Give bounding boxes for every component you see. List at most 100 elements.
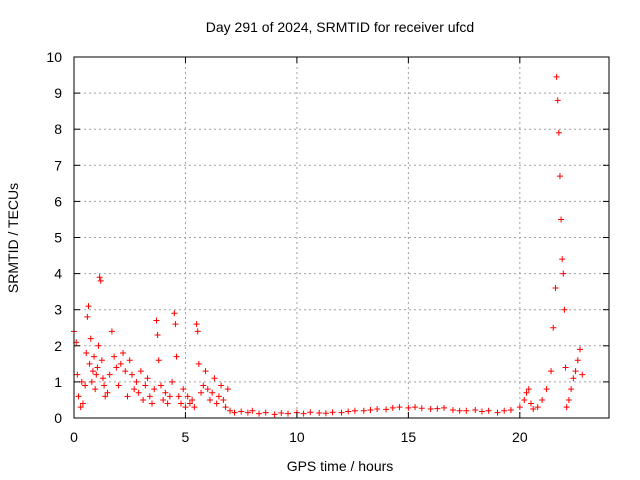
- data-point: [396, 404, 403, 411]
- data-point: [184, 393, 191, 400]
- data-point: [206, 396, 213, 403]
- data-point: [120, 350, 127, 357]
- data-point: [162, 389, 169, 396]
- data-point: [89, 368, 96, 375]
- data-point: [550, 324, 557, 331]
- data-point: [154, 331, 161, 338]
- data-point: [231, 409, 238, 416]
- y-tick-label: 2: [54, 338, 62, 354]
- y-tick-label: 9: [54, 85, 62, 101]
- data-point: [412, 404, 419, 411]
- data-point: [534, 404, 541, 411]
- data-point: [173, 353, 180, 360]
- data-point: [418, 405, 425, 412]
- data-point: [316, 409, 323, 416]
- data-point: [86, 360, 93, 367]
- data-point: [122, 368, 129, 375]
- data-point: [146, 393, 153, 400]
- x-tick-label: 20: [512, 429, 528, 445]
- y-tick-label: 6: [54, 193, 62, 209]
- data-point: [579, 371, 586, 378]
- data-point: [200, 382, 207, 389]
- data-point: [180, 386, 187, 393]
- data-point: [307, 409, 314, 416]
- data-point: [93, 371, 100, 378]
- data-point: [126, 357, 133, 364]
- data-point: [153, 317, 160, 324]
- data-point: [300, 410, 307, 417]
- y-tick-label: 8: [54, 121, 62, 137]
- x-tick-label: 10: [289, 429, 305, 445]
- data-point: [99, 375, 106, 382]
- data-point: [111, 353, 118, 360]
- data-point: [563, 404, 570, 411]
- data-point: [374, 405, 381, 412]
- data-point: [565, 396, 572, 403]
- data-point: [367, 407, 374, 414]
- chart-title: Day 291 of 2024, SRMTID for receiver ufc…: [206, 19, 474, 35]
- y-tick-label: 10: [46, 49, 62, 65]
- y-tick-label: 5: [54, 230, 62, 246]
- data-point: [128, 371, 135, 378]
- data-point: [507, 407, 514, 414]
- data-point: [351, 407, 358, 414]
- data-point: [558, 216, 565, 223]
- data-point: [83, 350, 90, 357]
- data-point: [104, 389, 111, 396]
- data-point: [552, 285, 559, 292]
- data-point: [285, 410, 291, 417]
- data-point: [84, 313, 91, 320]
- y-axis-title: SRMTID / TECUs: [5, 183, 21, 293]
- data-point: [194, 328, 201, 335]
- data-point: [97, 277, 104, 284]
- data-point: [539, 396, 546, 403]
- data-point: [160, 396, 167, 403]
- data-point: [559, 256, 566, 263]
- data-points: [71, 73, 586, 418]
- data-point: [456, 407, 463, 414]
- data-point: [218, 382, 225, 389]
- data-point: [478, 408, 485, 415]
- data-point: [151, 386, 158, 393]
- data-point: [227, 407, 234, 414]
- data-point: [562, 364, 569, 371]
- data-point: [131, 386, 138, 393]
- data-point: [189, 396, 196, 403]
- data-point: [79, 400, 86, 407]
- data-point: [209, 389, 216, 396]
- data-point: [555, 129, 562, 136]
- data-point: [224, 386, 231, 393]
- x-axis-title: GPS time / hours: [287, 458, 394, 474]
- data-point: [113, 364, 120, 371]
- data-point: [142, 382, 149, 389]
- data-point: [169, 378, 176, 385]
- data-point: [543, 386, 550, 393]
- data-point: [82, 382, 89, 389]
- data-point: [570, 375, 577, 382]
- data-point: [94, 364, 101, 371]
- data-point: [117, 360, 124, 367]
- data-point: [523, 389, 530, 396]
- data-point: [485, 407, 492, 414]
- data-point: [345, 408, 352, 415]
- data-point: [195, 360, 202, 367]
- data-point: [494, 409, 501, 416]
- data-point: [85, 303, 92, 310]
- y-tick-label: 3: [54, 302, 62, 318]
- data-point: [249, 407, 256, 414]
- data-point: [106, 371, 113, 378]
- data-point: [574, 357, 581, 364]
- data-point: [95, 342, 102, 349]
- data-point: [115, 382, 122, 389]
- data-point: [88, 378, 95, 385]
- data-point: [572, 368, 579, 375]
- data-point: [175, 393, 182, 400]
- data-point: [164, 400, 171, 407]
- y-tick-label: 1: [54, 374, 62, 390]
- x-tick-label: 15: [401, 429, 417, 445]
- data-point: [166, 393, 173, 400]
- y-tick-label: 4: [54, 266, 62, 282]
- data-point: [135, 389, 142, 396]
- data-point: [556, 173, 563, 180]
- data-point: [155, 357, 162, 364]
